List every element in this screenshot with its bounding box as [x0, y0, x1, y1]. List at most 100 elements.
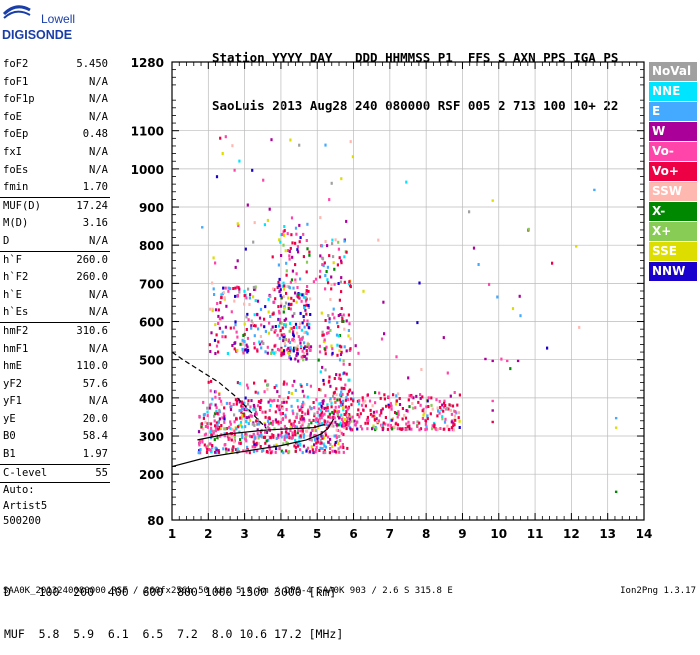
echo-point [206, 410, 209, 414]
echo-point [340, 417, 344, 421]
echo-point [233, 420, 236, 424]
param-name: foF1p [3, 93, 35, 106]
echo-point [254, 390, 257, 394]
auto-label: 500200 [3, 515, 41, 528]
echo-point [289, 138, 292, 142]
echo-point [283, 229, 286, 233]
echo-point [284, 415, 287, 419]
echo-point [333, 416, 336, 420]
echo-point [217, 420, 220, 424]
param-value: 0.48 [82, 128, 108, 141]
echo-point [212, 431, 215, 435]
echo-point [278, 348, 281, 352]
echo-point [328, 254, 331, 258]
echo-point [303, 346, 306, 350]
echo-point [257, 434, 260, 438]
echo-point [400, 428, 403, 431]
echo-point [249, 405, 252, 409]
echo-point [241, 349, 244, 353]
param-value: 5.450 [76, 58, 108, 70]
echo-point [325, 426, 328, 430]
echo-point [396, 415, 399, 419]
echo-point [302, 232, 305, 236]
echo-point [263, 390, 266, 394]
echo-point [340, 261, 343, 265]
echo-point [436, 414, 439, 418]
echo-point [209, 350, 212, 353]
echo-point [287, 302, 290, 306]
echo-point [426, 414, 429, 418]
echo-point [387, 423, 390, 427]
echo-point [253, 334, 256, 338]
echo-point [321, 414, 324, 417]
echo-point [283, 349, 286, 353]
echo-point [313, 412, 316, 416]
echo-point [299, 236, 302, 240]
echo-point [291, 314, 294, 318]
echo-point [342, 423, 345, 427]
echo-point [215, 409, 218, 413]
echo-point [313, 406, 316, 410]
echo-point [243, 340, 246, 343]
echo-point [439, 406, 442, 409]
echo-point [324, 445, 328, 449]
echo-point [325, 331, 329, 335]
param-name: hmF1 [3, 342, 29, 355]
echo-point [251, 168, 254, 172]
echo-point [318, 388, 321, 391]
echo-point [395, 399, 398, 403]
echo-point [300, 328, 303, 332]
echo-point [447, 407, 450, 411]
echo-point [336, 263, 339, 267]
echo-point [294, 322, 298, 326]
echo-point [331, 312, 334, 316]
echo-point [527, 227, 530, 231]
echo-point [345, 423, 348, 427]
echo-point [491, 399, 494, 403]
echo-point [299, 383, 302, 387]
echo-point [245, 450, 248, 454]
echo-point [362, 401, 365, 405]
echo-point [318, 344, 321, 348]
echo-point [398, 397, 401, 400]
echo-point [326, 406, 329, 409]
echo-point [361, 427, 364, 431]
echo-point [306, 345, 309, 348]
echo-point [252, 285, 255, 289]
echo-point [298, 240, 301, 244]
echo-point [257, 327, 260, 331]
echo-point [333, 282, 336, 286]
echo-point [221, 335, 224, 339]
echo-point [230, 451, 233, 454]
echo-point [241, 338, 244, 342]
echo-point [262, 178, 265, 182]
echo-point [282, 352, 285, 356]
echo-point [340, 177, 343, 181]
echo-point [252, 403, 255, 407]
echo-point [240, 432, 244, 436]
echo-point [234, 448, 238, 452]
echo-point [329, 399, 332, 403]
echo-point [366, 427, 369, 431]
param-value: 17.24 [76, 199, 108, 212]
echo-point [264, 350, 267, 354]
echo-point [306, 319, 309, 323]
echo-point [446, 424, 449, 428]
echo-point [252, 433, 255, 437]
echo-point [266, 345, 269, 349]
echo-point [309, 431, 312, 435]
chart-grid [172, 62, 644, 520]
echo-point [308, 437, 311, 441]
echo-point [286, 284, 289, 288]
echo-point [338, 344, 341, 348]
echo-point [310, 438, 313, 442]
param-row: h`Es N/A [0, 304, 112, 322]
echo-point [220, 402, 223, 406]
echo-point [200, 422, 204, 426]
echo-point [292, 326, 295, 329]
echo-point [277, 433, 280, 437]
echo-point [290, 233, 293, 237]
echo-point [424, 428, 427, 432]
echo-point [416, 425, 419, 428]
echo-point [218, 326, 221, 330]
